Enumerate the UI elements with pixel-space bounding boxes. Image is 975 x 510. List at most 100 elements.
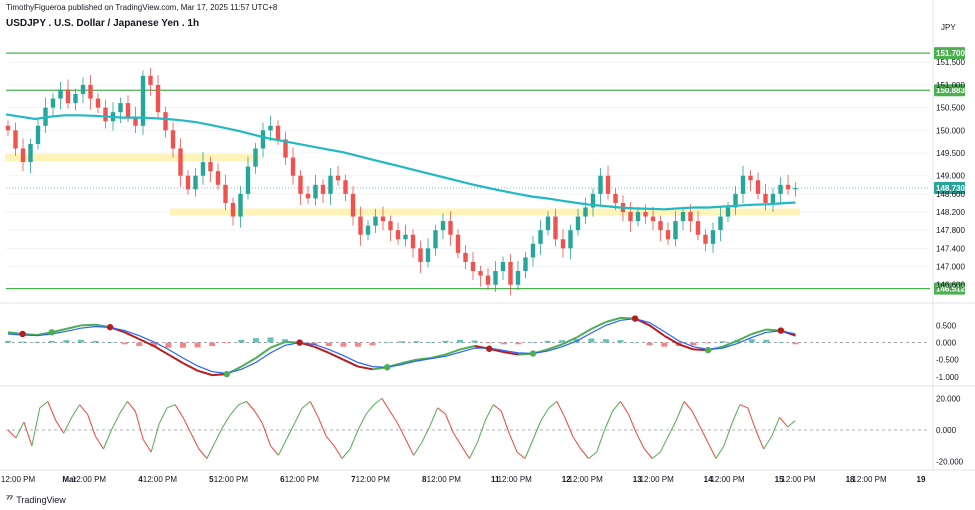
- macd-signal-segment: [678, 343, 694, 351]
- macd-histogram-bar: [442, 340, 449, 343]
- osc-segment: [548, 401, 558, 409]
- price-tick-label: 148.200: [936, 208, 965, 217]
- time-tick-label: 6: [280, 475, 285, 484]
- candle-body: [583, 207, 588, 217]
- candle-body: [5, 125, 11, 131]
- candle-body: [313, 184, 318, 199]
- macd-signal-segment: [153, 345, 169, 356]
- macd-histogram-bar: [719, 341, 726, 343]
- macd-signal-segment: [722, 339, 738, 348]
- osc-segment: [158, 407, 168, 424]
- candle-body: [605, 175, 611, 194]
- macd-tick-label: 0.000: [936, 339, 957, 348]
- macd-signal-segment: [561, 336, 578, 346]
- macd-histogram-bar: [252, 338, 259, 343]
- macd-tick-label: -1.000: [936, 373, 959, 382]
- candle-body: [388, 221, 393, 231]
- macd-histogram-bar: [559, 340, 566, 343]
- osc-segment: [357, 413, 367, 431]
- osc-segment: [460, 445, 470, 459]
- candle-body: [785, 184, 791, 190]
- candle-body: [170, 130, 176, 149]
- brand-name: TradingView: [16, 494, 66, 505]
- symbol-title[interactable]: USDJPY . U.S. Dollar / Japanese Yen . 1h: [6, 18, 200, 29]
- price-tick-label: 146.600: [936, 281, 965, 290]
- macd-cross-marker: [777, 327, 785, 334]
- candle-body: [230, 202, 236, 217]
- macd-histogram-bar: [19, 341, 26, 343]
- candle-body: [28, 143, 33, 163]
- candle-body: [793, 187, 798, 190]
- candle-body: [628, 212, 633, 222]
- macd-histogram-bar: [588, 338, 595, 343]
- osc-segment: [787, 420, 796, 428]
- price-tick-label: 148.600: [936, 190, 965, 199]
- osc-segment: [675, 401, 685, 421]
- osc-segment: [667, 420, 677, 437]
- candle-body: [710, 230, 716, 244]
- macd-histogram-bar: [209, 342, 216, 346]
- macd-histogram-bar: [515, 342, 522, 345]
- osc-segment: [278, 439, 287, 456]
- time-tick-label: 14: [704, 475, 713, 484]
- osc-segment: [230, 404, 240, 415]
- candle-body: [88, 84, 93, 99]
- price-tick-label: 150.500: [936, 104, 965, 113]
- candle-body: [35, 125, 41, 144]
- macd-histogram-bar: [92, 340, 99, 343]
- time-tick-label: 8: [422, 475, 427, 484]
- macd-histogram-bar: [471, 340, 478, 343]
- candle-body: [433, 230, 438, 249]
- candle-body: [508, 261, 513, 285]
- time-tick-label: 5: [209, 475, 214, 484]
- macd-cross-marker: [529, 350, 537, 357]
- currency-label[interactable]: JPY: [941, 23, 956, 32]
- osc-segment: [405, 439, 415, 456]
- support-zones: [5, 154, 800, 216]
- macd-histogram-bar: [369, 342, 376, 346]
- osc-segment: [71, 404, 81, 418]
- candle-body: [335, 175, 341, 181]
- level-price-tag: [934, 282, 965, 295]
- osc-segment: [270, 445, 279, 456]
- osc-segment: [285, 423, 295, 440]
- candle-body: [298, 175, 303, 194]
- macd-histogram-bar: [267, 337, 274, 343]
- macd-histogram-bar: [398, 341, 405, 343]
- candle-body: [305, 193, 311, 199]
- candle-body: [133, 116, 138, 126]
- candle-body: [73, 94, 78, 104]
- price-tick-label: 151.000: [936, 81, 965, 90]
- osc-segment: [174, 404, 184, 418]
- level-price-tag: [934, 47, 965, 60]
- osc-segment: [302, 401, 311, 409]
- macd-histogram-bar: [530, 342, 536, 344]
- macd-signal-segment: [167, 353, 184, 365]
- macd-cross-marker: [486, 345, 493, 352]
- macd-histogram-bar: [413, 341, 420, 343]
- tradingview-brand[interactable]: ⁷⁷ TradingView: [6, 494, 66, 505]
- candle-body: [140, 75, 146, 126]
- candle-body: [50, 98, 56, 108]
- osc-segment: [620, 401, 629, 415]
- osc-segment: [23, 421, 33, 446]
- macd-tick-label: 0.500: [936, 321, 957, 330]
- osc-segment: [238, 401, 247, 406]
- osc-segment: [723, 423, 733, 447]
- osc-segment: [500, 410, 510, 434]
- candle-body: [463, 252, 468, 262]
- macd-histogram-bar: [48, 340, 55, 343]
- osc-segment: [118, 401, 128, 415]
- macd-histogram-bar: [544, 340, 551, 343]
- candle-body: [733, 193, 738, 208]
- time-tick-label: 12:00 PM: [1, 475, 36, 484]
- time-tick-label: 12:00 PM: [427, 475, 462, 484]
- price-tick-label: 147.400: [936, 244, 965, 253]
- osc-segment: [79, 404, 88, 415]
- candle-body: [455, 234, 461, 253]
- osc-segment: [47, 401, 57, 421]
- time-tick-label: 12:00 PM: [781, 475, 816, 484]
- osc-segment: [413, 442, 423, 456]
- candle-body: [635, 212, 641, 222]
